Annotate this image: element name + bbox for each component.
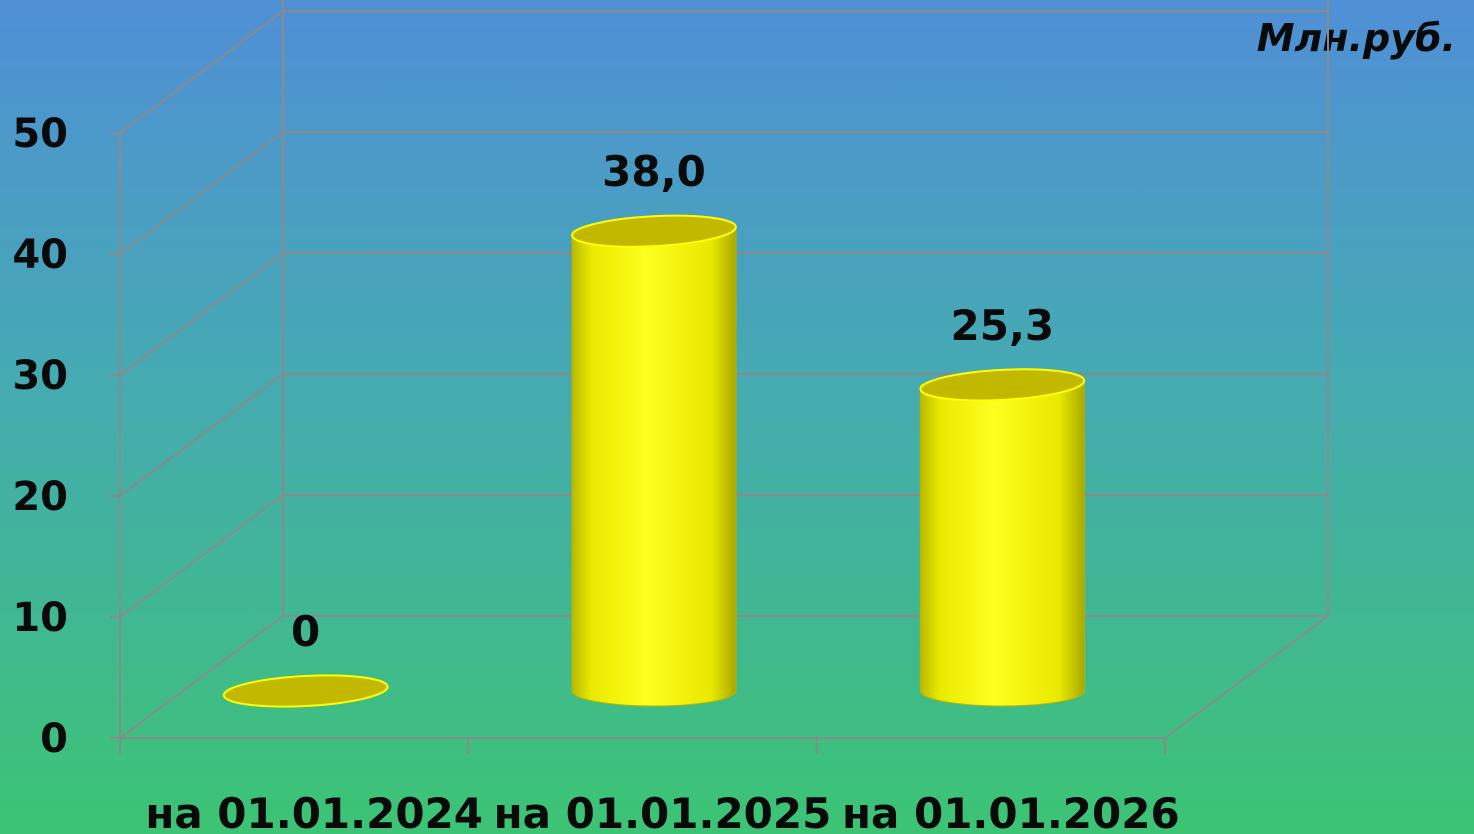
- y-tick-label: 50: [12, 111, 68, 157]
- x-category-label: на 01.01.2026: [842, 789, 1180, 834]
- bar-top: [571, 214, 737, 248]
- y-tick-label: 30: [12, 353, 68, 399]
- labels: 0 на 01.01.2024 38,0 на 01.01.2025 25,3 на 01…: [145, 147, 1179, 834]
- bars: [222, 214, 1086, 708]
- side-gridline: [119, 494, 284, 618]
- data-label: 38,0: [602, 147, 706, 196]
- floor-right-edge: [1164, 615, 1329, 739]
- bar-body: [571, 230, 737, 707]
- bar-body: [919, 384, 1085, 707]
- x-category-label: на 01.01.2025: [494, 789, 832, 834]
- bar-top: [222, 674, 389, 708]
- data-label: 0: [291, 607, 320, 656]
- side-gridline: [119, 252, 284, 376]
- side-gridline: [119, 10, 284, 134]
- x-category-label: на 01.01.2024: [145, 789, 483, 834]
- y-tick-label: 10: [12, 595, 68, 641]
- bar-top: [919, 368, 1086, 402]
- y-tick-label: 0: [40, 716, 68, 762]
- side-gridline: [119, 615, 284, 739]
- side-gridline: [119, 131, 284, 255]
- gridlines: [119, 0, 1329, 739]
- axes: 0 10 20 30 40 50: [12, 111, 1329, 762]
- y-tick-label: 40: [12, 232, 68, 278]
- unit-label: Млн.руб.: [1256, 16, 1456, 60]
- side-gridline: [119, 373, 284, 497]
- data-label: 25,3: [951, 301, 1055, 350]
- y-tick-label: 20: [12, 474, 68, 520]
